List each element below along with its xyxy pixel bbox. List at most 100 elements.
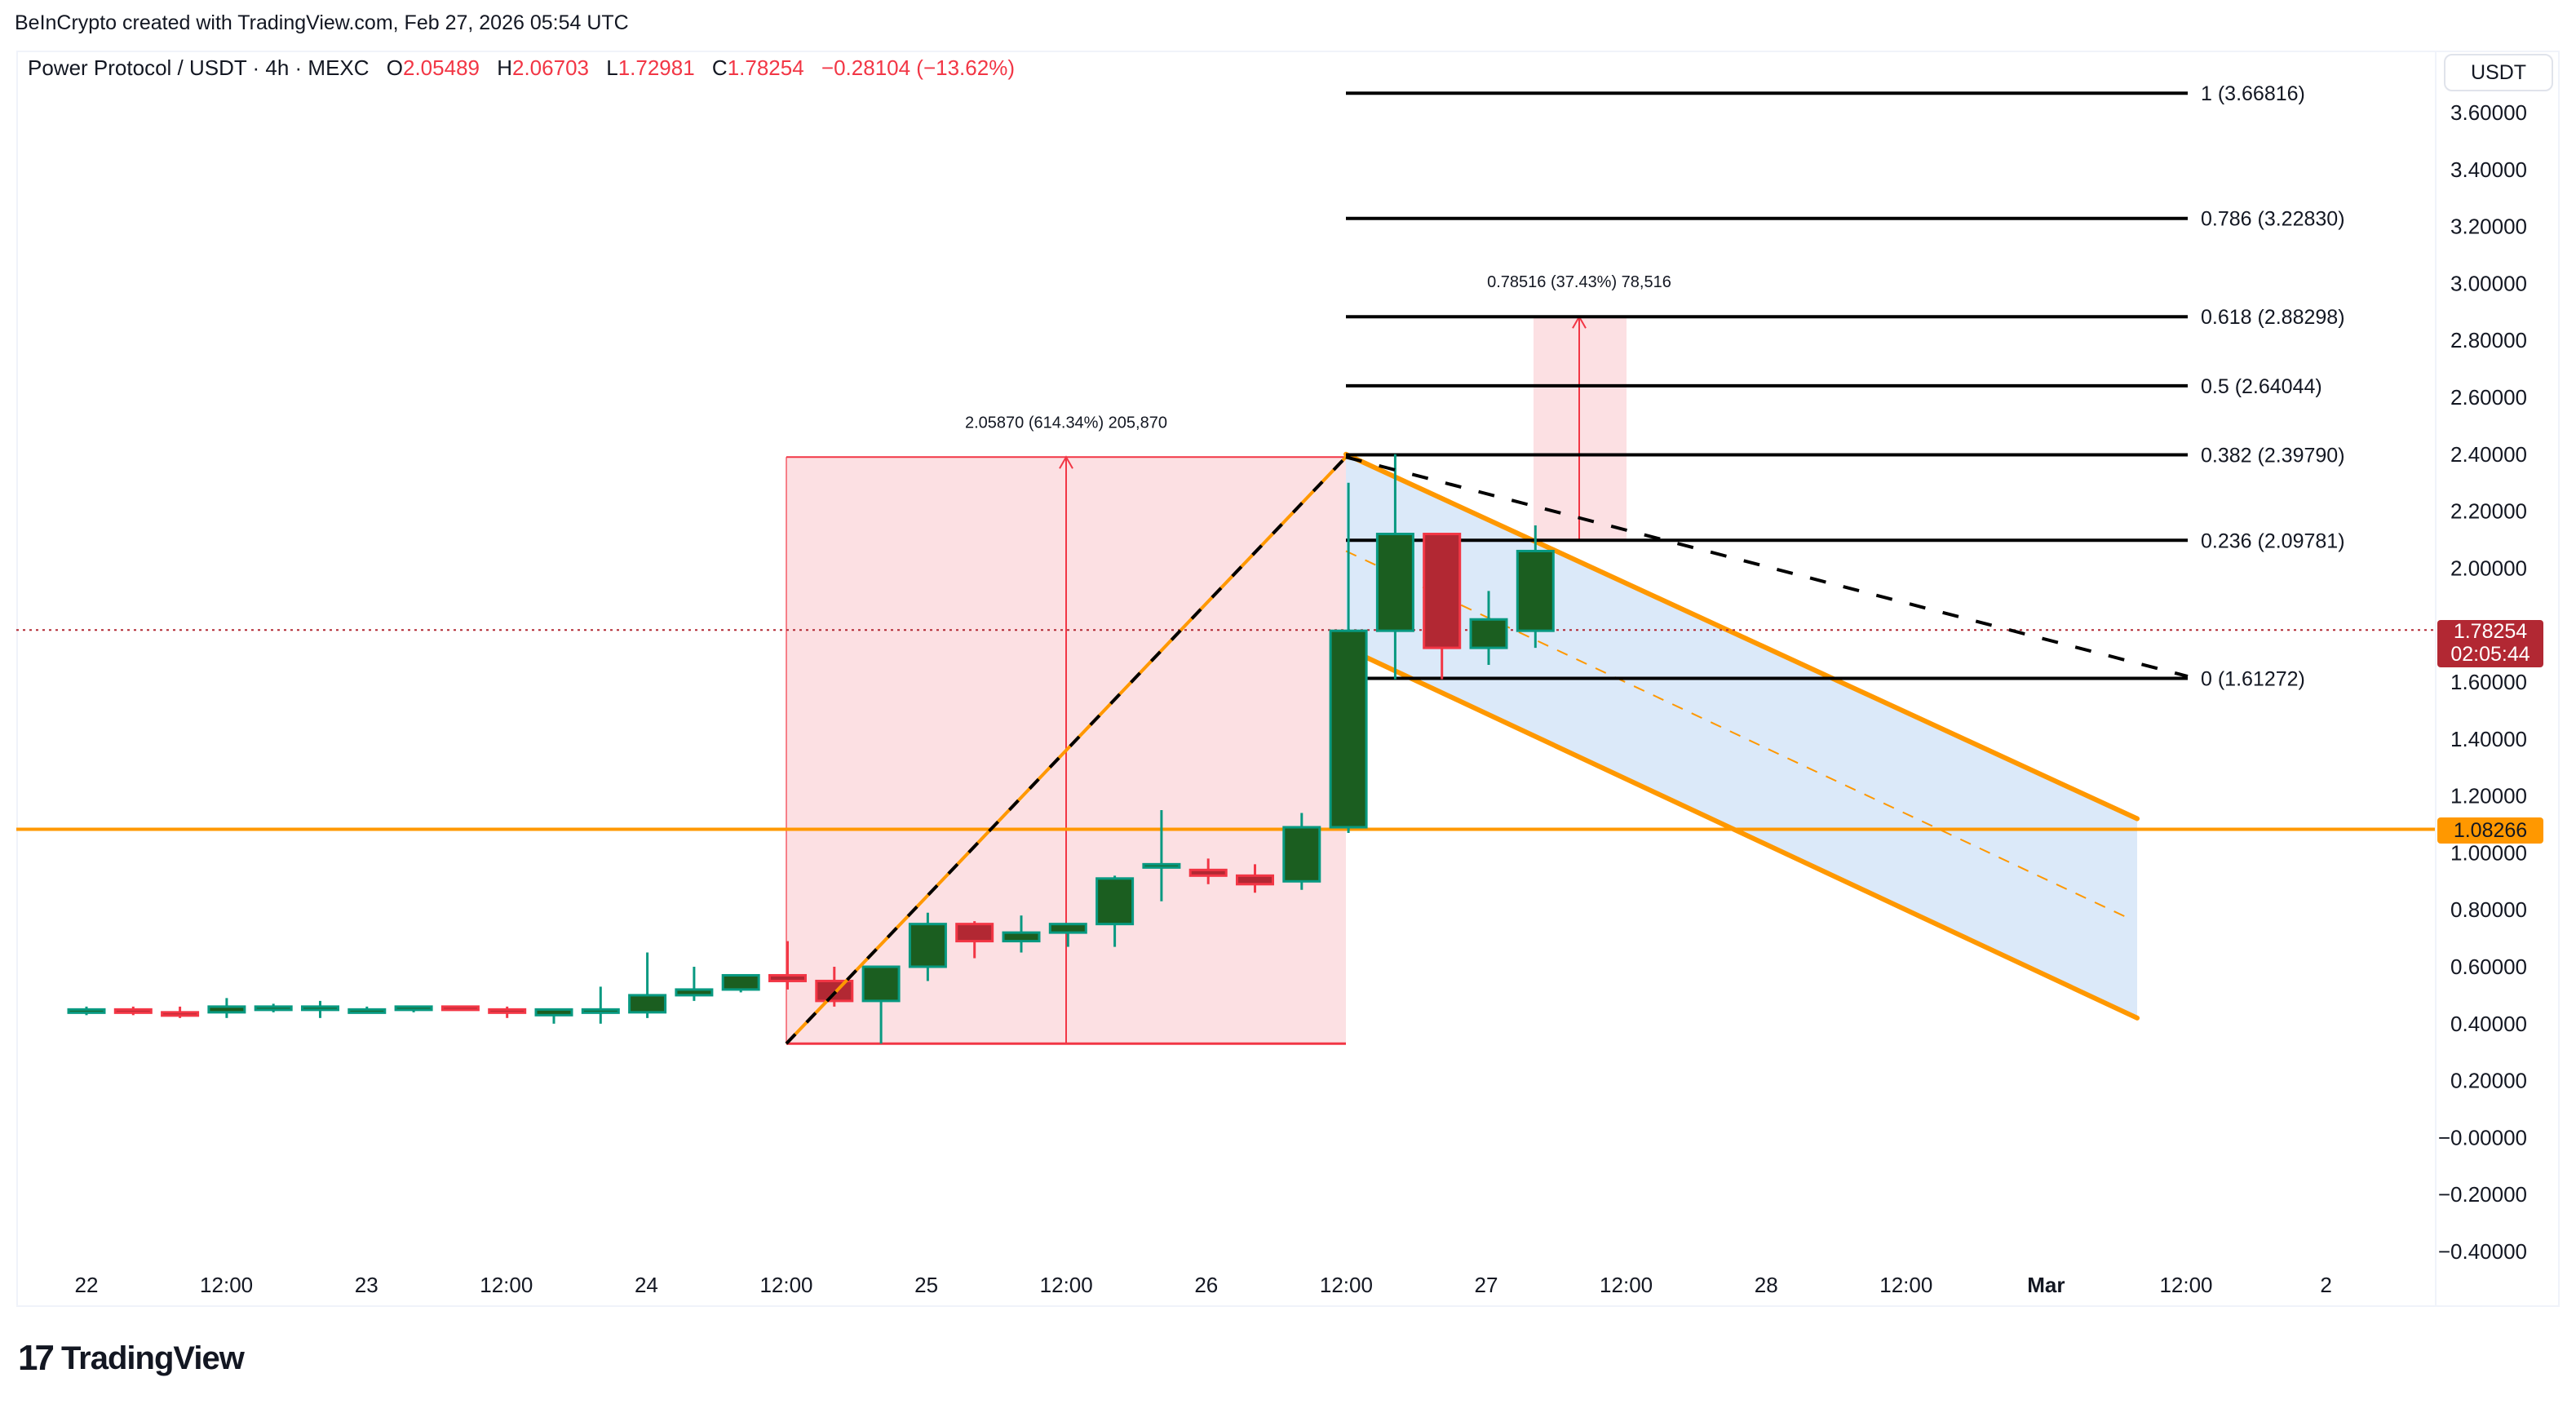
time-tick: 23 [355, 1273, 378, 1297]
time-tick: 2 [2320, 1273, 2331, 1297]
candle [67, 1006, 106, 1016]
price-tick: 2.60000 [2450, 385, 2527, 410]
candle [628, 952, 667, 1018]
time-tick: 22 [75, 1273, 99, 1297]
candle-body [768, 973, 807, 982]
candle-body [628, 994, 667, 1014]
candle-body [1048, 923, 1087, 934]
price-tick: 1.00000 [2450, 840, 2527, 865]
fib-level-label: 0.5 (2.64044) [2201, 375, 2322, 398]
time-tick: 27 [1475, 1273, 1498, 1297]
candle [113, 1006, 153, 1016]
time-axis[interactable]: 22 12:00 23 12:00 24 12:00 25 12:00 26 12:00 27 12:… [75, 1273, 2332, 1297]
candle [161, 1006, 200, 1018]
candle [1469, 591, 1508, 666]
close-label: C [711, 55, 728, 80]
candle [394, 1005, 433, 1012]
candle [721, 973, 760, 993]
candle-body [1142, 862, 1181, 869]
price-tick: 1.20000 [2450, 784, 2527, 808]
tradingview-logo[interactable]: 17 TradingView [18, 1338, 245, 1379]
candle [861, 965, 901, 1044]
candle [1423, 533, 1462, 680]
high-value: 2.06703 [512, 55, 589, 80]
candle-body [1095, 877, 1135, 926]
channel-lower-line[interactable] [1343, 645, 2140, 1021]
trend-lines[interactable] [785, 455, 2189, 1045]
candle-body [721, 973, 760, 991]
change-value: −0.28104 (−13.62%) [821, 55, 1015, 80]
candle-body [488, 1008, 527, 1014]
price-tick: 0.80000 [2450, 897, 2527, 922]
candle-body [301, 1005, 339, 1012]
open-value: 2.05489 [403, 55, 480, 80]
candle [675, 967, 714, 1001]
price-tick: 2.00000 [2450, 556, 2527, 580]
price-tick: −0.20000 [2438, 1182, 2527, 1207]
candle [1236, 864, 1274, 893]
candle [1048, 923, 1087, 947]
price-tick: 1.60000 [2450, 670, 2527, 694]
support-level-badge: 1.08266 [2437, 817, 2543, 844]
candle [1375, 454, 1414, 680]
price-tick: 0.60000 [2450, 955, 2527, 979]
candle [768, 941, 807, 990]
candle-body [1375, 533, 1414, 632]
fib-level-label: 0.382 (2.39790) [2201, 445, 2345, 467]
bar-countdown: 02:05:44 [2450, 643, 2530, 666]
time-tick: 12:00 [2159, 1273, 2212, 1297]
candle-body [347, 1008, 387, 1014]
price-tick: 1.40000 [2450, 727, 2527, 751]
candle [1516, 525, 1555, 649]
time-tick: 24 [635, 1273, 658, 1297]
candle [1188, 858, 1228, 884]
candle-body [1002, 931, 1041, 943]
candle-body [1516, 549, 1555, 632]
impulse-dashed-line [785, 455, 1348, 1045]
candle [1329, 482, 1368, 833]
tradingview-logo-icon: 17 [18, 1338, 55, 1378]
candles [67, 454, 1555, 1044]
candle-body [861, 965, 901, 1003]
candle [488, 1006, 527, 1018]
time-tick: 12:00 [1600, 1273, 1653, 1297]
low-label: L [606, 55, 618, 80]
open-label: O [386, 55, 403, 80]
candle-body [955, 923, 994, 943]
time-tick: Mar [2027, 1273, 2065, 1297]
price-tick: −0.40000 [2438, 1239, 2527, 1264]
candle-body [675, 988, 714, 997]
candle-body [254, 1005, 293, 1012]
price-tick: 3.60000 [2450, 100, 2527, 125]
candle-body [113, 1008, 153, 1014]
time-tick: 12:00 [1320, 1273, 1373, 1297]
close-value: 1.78254 [727, 55, 804, 80]
candle-body [67, 1008, 106, 1014]
candle [1282, 813, 1321, 890]
time-tick: 25 [914, 1273, 938, 1297]
time-tick: 12:00 [759, 1273, 812, 1297]
candle [1095, 875, 1135, 947]
candle [815, 967, 854, 1007]
candle-body [815, 979, 854, 1003]
price-axis[interactable]: 3.60000 3.40000 3.20000 3.00000 2.80000 2.600… [2435, 51, 2527, 1307]
tradingview-logo-text: TradingView [60, 1340, 245, 1376]
currency-button[interactable]: USDT [2444, 54, 2553, 91]
time-tick: 26 [1194, 1273, 1218, 1297]
price-tick: 3.00000 [2450, 271, 2527, 295]
fib-level-label: 1 (3.66816) [2201, 82, 2305, 105]
fib-retracement[interactable]: 1 (3.66816) 0.786 (3.22830) 0.618 (2.88298… [1346, 82, 2345, 691]
fib-level-label: 0 (1.61272) [2201, 668, 2305, 691]
last-price-badge: 1.78254 02:05:44 [2437, 620, 2543, 667]
candle-body [534, 1008, 573, 1017]
descending-dashed-trendline[interactable] [1345, 455, 2189, 678]
symbol-name: Power Protocol / USDT · 4h · MEXC [28, 55, 370, 80]
channel-upper-line[interactable] [1343, 451, 2140, 822]
candle [254, 1003, 293, 1012]
candle-body [207, 1005, 246, 1014]
candle-body [1188, 868, 1228, 877]
low-value: 1.72981 [617, 55, 695, 80]
candle [207, 998, 246, 1018]
candle-body [1282, 826, 1321, 883]
